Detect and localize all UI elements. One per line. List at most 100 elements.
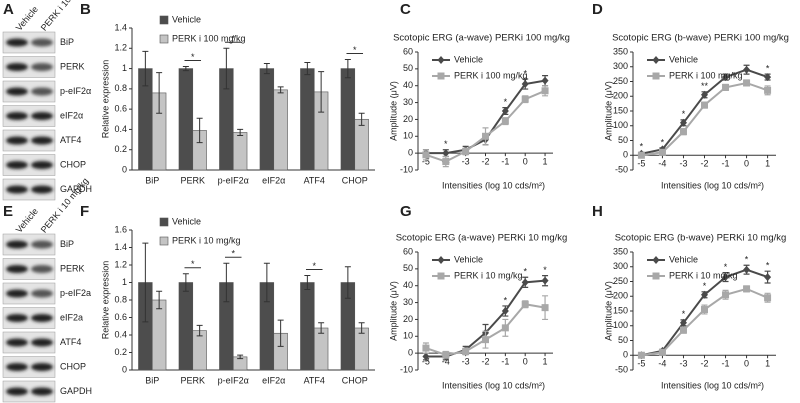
error-bar — [358, 322, 365, 334]
marker — [722, 83, 730, 91]
y-tick-label: 0 — [408, 348, 413, 358]
y-tick-label: 250 — [613, 76, 628, 86]
legend-swatch — [159, 34, 169, 44]
y-tick-label: 1.4 — [114, 22, 127, 32]
y-tick-label: 1.2 — [114, 259, 127, 269]
error-bar — [156, 290, 163, 310]
x-tick-label: 1 — [543, 157, 548, 167]
marker — [701, 290, 708, 299]
marker — [764, 86, 772, 94]
marker — [764, 273, 772, 282]
x-tick-label: 0 — [523, 357, 528, 367]
panel-label: F — [80, 203, 89, 220]
marker — [764, 73, 772, 82]
y-tick-label: 0 — [623, 150, 628, 160]
legend-swatch — [159, 217, 169, 227]
y-tick-label: 1.2 — [114, 43, 127, 53]
x-tick-label: -1 — [722, 159, 730, 169]
y-tick-label: -50 — [615, 364, 628, 374]
band-label: eIF2a — [60, 312, 83, 322]
y-tick-label: 40 — [403, 280, 413, 290]
blot-band — [6, 38, 28, 47]
blot-band — [31, 63, 53, 71]
marker — [501, 324, 509, 332]
x-tick-label: 0 — [744, 159, 749, 169]
blot-band — [6, 314, 28, 322]
blot-strip — [2, 80, 56, 103]
x-tick-label: PERK — [180, 375, 205, 385]
y-tick-label: 50 — [403, 63, 413, 73]
significance-mark: * — [191, 259, 195, 269]
blot-band — [6, 161, 28, 169]
y-tick-label: 350 — [613, 46, 628, 56]
error-bar — [156, 72, 163, 114]
marker — [442, 351, 450, 359]
significance-mark: * — [312, 261, 316, 271]
x-tick-label: -2 — [481, 357, 489, 367]
y-tick-label: 0.4 — [114, 329, 127, 339]
bar — [178, 282, 194, 371]
error-bar — [182, 66, 189, 72]
significance-mark: ** — [701, 81, 709, 91]
blot-strip — [2, 331, 56, 354]
significance-mark: * — [523, 267, 527, 277]
blot-band — [31, 185, 53, 194]
blot-band — [31, 136, 53, 145]
bar — [259, 68, 275, 171]
blot-band — [6, 363, 28, 371]
y-tick-label: 60 — [403, 246, 413, 256]
marker — [541, 87, 549, 95]
x-tick-label: -5 — [422, 157, 430, 167]
legend-label: Vehicle — [172, 216, 201, 226]
bar — [151, 299, 167, 371]
marker — [679, 128, 687, 136]
marker — [722, 291, 730, 299]
legend-marker — [437, 56, 445, 64]
marker — [658, 148, 666, 156]
y-tick-label: -10 — [400, 364, 413, 374]
band-label: CHOP — [60, 361, 86, 371]
bar — [354, 118, 369, 171]
marker — [462, 147, 470, 155]
error-bar — [196, 324, 203, 337]
blot-band — [31, 112, 53, 120]
blot-strip — [2, 178, 56, 201]
blot-strip — [2, 258, 56, 280]
band-label: PERK — [60, 263, 85, 273]
significance-mark: * — [504, 295, 508, 305]
blot-strip — [2, 129, 56, 152]
y-tick-label: 0.8 — [114, 83, 127, 93]
legend-label: PERK i 100 mg/kg — [669, 70, 743, 80]
blot-band — [31, 338, 53, 347]
blot-band — [6, 112, 28, 120]
legend-marker — [652, 56, 660, 64]
blot-strip — [2, 380, 56, 403]
marker — [521, 80, 529, 89]
marker — [701, 90, 708, 99]
y-tick-label: 0.6 — [114, 104, 127, 114]
significance-mark: * — [543, 265, 547, 275]
y-tick-label: 300 — [613, 261, 628, 271]
y-tick-label: 0.6 — [114, 312, 127, 322]
x-tick-label: -3 — [462, 357, 470, 367]
y-tick-label: 150 — [613, 305, 628, 315]
legend-label: Vehicle — [669, 54, 698, 64]
y-tick-label: -50 — [615, 164, 628, 174]
y-tick-label: 40 — [403, 80, 413, 90]
y-tick-label: 0 — [408, 148, 413, 158]
chart-title: Scotopic ERG (a-wave) PERKi 100 mg/kg — [393, 33, 570, 44]
band-label: ATF4 — [60, 135, 81, 145]
marker — [701, 306, 708, 314]
error-bar — [142, 242, 149, 323]
bar — [192, 330, 207, 371]
error-bar — [223, 262, 230, 303]
band-label: BiP — [60, 37, 74, 47]
x-tick-label: -2 — [481, 157, 489, 167]
y-tick-label: 0.2 — [114, 347, 127, 357]
blot-band — [31, 387, 53, 396]
legend-swatch — [159, 236, 169, 246]
legend-marker — [437, 272, 445, 280]
band-label: GAPDH — [60, 386, 92, 396]
legend-label: Vehicle — [454, 254, 483, 264]
